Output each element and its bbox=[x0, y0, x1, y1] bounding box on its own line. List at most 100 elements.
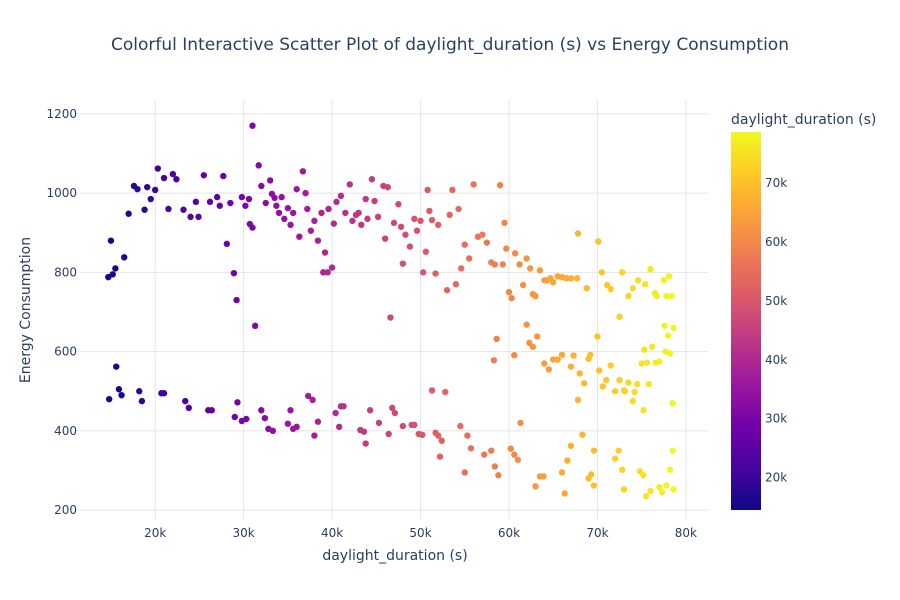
scatter-point[interactable] bbox=[595, 238, 602, 245]
scatter-point[interactable] bbox=[583, 285, 591, 292]
scatter-point[interactable] bbox=[245, 195, 253, 203]
scatter-point[interactable] bbox=[216, 202, 223, 209]
scatter-point[interactable] bbox=[594, 333, 601, 340]
scatter-point[interactable] bbox=[642, 281, 649, 288]
scatter-point[interactable] bbox=[399, 422, 407, 430]
scatter-point[interactable] bbox=[342, 209, 349, 217]
scatter-point[interactable] bbox=[238, 193, 246, 201]
scatter-point[interactable] bbox=[115, 386, 123, 393]
scatter-point[interactable] bbox=[287, 221, 294, 229]
scatter-point[interactable] bbox=[391, 409, 399, 417]
scatter-point[interactable] bbox=[160, 390, 168, 397]
scatter-point[interactable] bbox=[443, 286, 451, 294]
scatter-point[interactable] bbox=[384, 183, 392, 191]
scatter-point[interactable] bbox=[534, 333, 541, 340]
scatter-point[interactable] bbox=[662, 348, 669, 355]
scatter-point[interactable] bbox=[233, 296, 240, 304]
scatter-point[interactable] bbox=[629, 285, 637, 292]
scatter-point[interactable] bbox=[324, 269, 331, 276]
scatter-point[interactable] bbox=[187, 213, 194, 221]
scatter-point[interactable] bbox=[261, 414, 269, 422]
scatter-point[interactable] bbox=[281, 215, 288, 223]
scatter-point[interactable] bbox=[647, 265, 654, 273]
scatter-point[interactable] bbox=[333, 198, 340, 206]
scatter-point[interactable] bbox=[529, 343, 537, 351]
scatter-point[interactable] bbox=[576, 370, 583, 377]
scatter-point[interactable] bbox=[266, 177, 274, 184]
scatter-point[interactable] bbox=[399, 260, 407, 267]
scatter-point[interactable] bbox=[118, 391, 125, 399]
scatter-point[interactable] bbox=[335, 423, 343, 431]
scatter-point[interactable] bbox=[664, 332, 672, 339]
scatter-point[interactable] bbox=[615, 447, 622, 454]
scatter-point[interactable] bbox=[293, 185, 300, 193]
scatter-point[interactable] bbox=[302, 189, 309, 197]
scatter-point[interactable] bbox=[501, 219, 508, 227]
scatter-point[interactable] bbox=[567, 275, 575, 282]
scatter-point[interactable] bbox=[364, 215, 371, 223]
scatter-point[interactable] bbox=[634, 380, 641, 388]
scatter-point[interactable] bbox=[507, 445, 514, 452]
scatter-point[interactable] bbox=[479, 231, 486, 238]
scatter-point[interactable] bbox=[299, 168, 307, 175]
scatter-point[interactable] bbox=[230, 269, 238, 277]
scatter-point[interactable] bbox=[619, 269, 626, 276]
scatter-point[interactable] bbox=[234, 399, 241, 406]
scatter-point[interactable] bbox=[517, 419, 524, 427]
scatter-point[interactable] bbox=[314, 418, 322, 425]
scatter-point[interactable] bbox=[208, 407, 215, 414]
scatter-point[interactable] bbox=[467, 445, 475, 452]
scatter-point[interactable] bbox=[561, 490, 568, 497]
scatter-point[interactable] bbox=[422, 248, 430, 255]
scatter-point[interactable] bbox=[107, 237, 115, 244]
scatter-point[interactable] bbox=[640, 472, 647, 479]
scatter-point[interactable] bbox=[550, 279, 557, 286]
scatter-point[interactable] bbox=[330, 220, 338, 227]
scatter-point[interactable] bbox=[223, 240, 231, 248]
scatter-point[interactable] bbox=[527, 265, 534, 272]
scatter-point[interactable] bbox=[645, 380, 652, 388]
scatter-point[interactable] bbox=[325, 205, 332, 213]
scatter-point[interactable] bbox=[305, 392, 312, 400]
scatter-point[interactable] bbox=[262, 199, 269, 207]
scatter-point[interactable] bbox=[455, 205, 462, 213]
scatter-point[interactable] bbox=[580, 380, 588, 387]
scatter-point[interactable] bbox=[169, 170, 177, 178]
scatter-point[interactable] bbox=[366, 407, 374, 414]
scatter-point[interactable] bbox=[273, 202, 280, 209]
scatter-point[interactable] bbox=[136, 388, 143, 395]
scatter-point[interactable] bbox=[320, 269, 327, 276]
scatter-point[interactable] bbox=[160, 174, 168, 182]
scatter-point[interactable] bbox=[458, 265, 465, 272]
scatter-point[interactable] bbox=[461, 241, 468, 248]
scatter-point[interactable] bbox=[574, 230, 582, 237]
scatter-point[interactable] bbox=[411, 215, 418, 223]
scatter-point[interactable] bbox=[670, 324, 677, 332]
scatter-point[interactable] bbox=[491, 463, 499, 470]
scatter-point[interactable] bbox=[598, 269, 606, 276]
scatter-point[interactable] bbox=[134, 185, 141, 193]
scatter-point[interactable] bbox=[666, 466, 674, 473]
scatter-point[interactable] bbox=[402, 231, 409, 238]
scatter-point[interactable] bbox=[180, 206, 187, 213]
scatter-point[interactable] bbox=[488, 447, 495, 454]
scatter-point[interactable] bbox=[428, 387, 436, 394]
scatter-point[interactable] bbox=[567, 363, 575, 370]
scatter-point[interactable] bbox=[554, 356, 561, 363]
scatter-point[interactable] bbox=[634, 277, 642, 284]
scatter-point[interactable] bbox=[523, 321, 530, 328]
scatter-point[interactable] bbox=[540, 473, 547, 480]
scatter-point[interactable] bbox=[564, 457, 571, 464]
scatter-point[interactable] bbox=[490, 357, 498, 364]
scatter-point[interactable] bbox=[452, 281, 460, 288]
scatter-point[interactable] bbox=[438, 437, 445, 444]
scatter-point[interactable] bbox=[200, 172, 208, 179]
scatter-point[interactable] bbox=[231, 413, 238, 421]
scatter-point[interactable] bbox=[670, 486, 677, 493]
scatter-point[interactable] bbox=[374, 213, 382, 221]
scatter-point[interactable] bbox=[574, 396, 582, 404]
scatter-point[interactable] bbox=[332, 409, 339, 417]
scatter-point[interactable] bbox=[213, 193, 221, 201]
scatter-point[interactable] bbox=[491, 261, 499, 268]
scatter-point[interactable] bbox=[121, 254, 128, 261]
